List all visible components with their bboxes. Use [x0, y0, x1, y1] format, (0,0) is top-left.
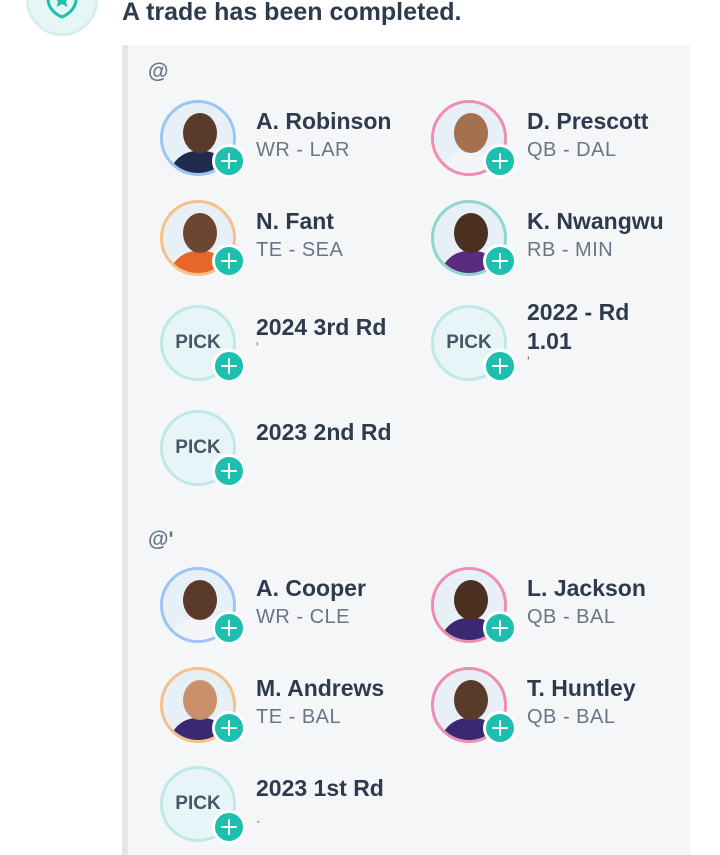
pick-label: PICK [175, 437, 221, 458]
page-title: A trade has been completed. [122, 0, 462, 26]
player-name[interactable]: A. Robinson [256, 108, 392, 134]
player-name[interactable]: N. Fant [256, 208, 334, 234]
plus-icon[interactable] [212, 711, 246, 745]
player-position: TE - BAL [256, 706, 342, 728]
pick-name: 2024 3rd Rd [256, 314, 387, 340]
player-avatar [431, 667, 507, 743]
pick-label: PICK [175, 332, 221, 353]
plus-icon[interactable] [483, 349, 517, 383]
pick-detail: ` [256, 818, 262, 834]
asset-pick[interactable]: PICK 2023 2nd Rd [160, 410, 420, 490]
player-position: QB - DAL [527, 139, 617, 161]
pick-name: 2023 2nd Rd [256, 419, 392, 445]
asset-player[interactable]: D. Prescott QB - DAL [431, 100, 691, 180]
pick-detail: ' [527, 353, 531, 369]
plus-icon[interactable] [483, 244, 517, 278]
team-handle[interactable]: @' [148, 528, 174, 551]
asset-player[interactable]: A. Robinson WR - LAR [160, 100, 420, 180]
pick-label: PICK [446, 332, 492, 353]
player-position: TE - SEA [256, 239, 344, 261]
player-name[interactable]: K. Nwangwu [527, 208, 664, 234]
player-position: RB - MIN [527, 239, 614, 261]
asset-player[interactable]: M. Andrews TE - BAL [160, 667, 420, 747]
player-name[interactable]: L. Jackson [527, 575, 646, 601]
plus-icon[interactable] [483, 144, 517, 178]
asset-pick[interactable]: PICK 2022 - Rd 1.01 ' [431, 299, 691, 385]
plus-icon[interactable] [212, 810, 246, 844]
player-position: WR - CLE [256, 606, 350, 628]
asset-player[interactable]: T. Huntley QB - BAL [431, 667, 691, 747]
asset-player[interactable]: A. Cooper WR - CLE [160, 567, 420, 647]
player-name[interactable]: D. Prescott [527, 108, 649, 134]
shield-star-icon [46, 0, 78, 19]
plus-icon[interactable] [483, 711, 517, 745]
plus-icon[interactable] [212, 454, 246, 488]
player-name[interactable]: T. Huntley [527, 675, 636, 701]
trade-badge [26, 0, 98, 36]
player-position: WR - LAR [256, 139, 350, 161]
pick-label: PICK [175, 793, 221, 814]
asset-player[interactable]: N. Fant TE - SEA [160, 200, 420, 280]
team-handle[interactable]: @ [148, 60, 169, 83]
pick-name: 2023 1st Rd [256, 775, 384, 801]
plus-icon[interactable] [483, 611, 517, 645]
plus-icon[interactable] [212, 349, 246, 383]
player-position: QB - BAL [527, 606, 616, 628]
asset-player[interactable]: K. Nwangwu RB - MIN [431, 200, 691, 280]
pick-detail: ' [256, 339, 260, 355]
pick-name: 2022 - Rd 1.01 [527, 299, 630, 354]
plus-icon[interactable] [212, 144, 246, 178]
asset-pick[interactable]: PICK 2023 1st Rd ` [160, 766, 420, 846]
plus-icon[interactable] [212, 611, 246, 645]
player-position: QB - BAL [527, 706, 616, 728]
player-name[interactable]: M. Andrews [256, 675, 385, 701]
asset-pick[interactable]: PICK 2024 3rd Rd ' [160, 305, 420, 385]
plus-icon[interactable] [212, 244, 246, 278]
asset-player[interactable]: L. Jackson QB - BAL [431, 567, 691, 647]
player-name[interactable]: A. Cooper [256, 575, 366, 601]
